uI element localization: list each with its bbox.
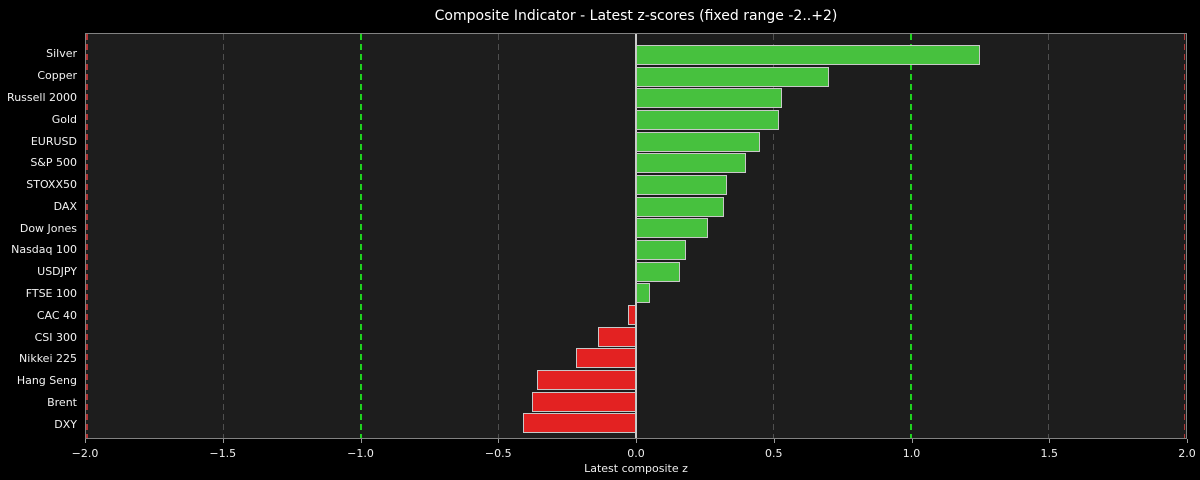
positive-bar	[636, 218, 708, 239]
bar-row	[86, 152, 1186, 174]
positive-bar	[636, 88, 782, 109]
x-tick-mark	[636, 439, 637, 443]
x-tick-label: −2.0	[71, 447, 99, 460]
y-tick-label: Dow Jones	[19, 221, 77, 235]
reference-line	[86, 34, 88, 438]
bar-row	[86, 174, 1186, 196]
bar-row	[86, 326, 1186, 348]
y-tick-label: Copper	[37, 69, 77, 83]
gridline	[498, 34, 499, 438]
x-tick-mark	[1049, 439, 1051, 443]
bar-row	[86, 412, 1186, 434]
x-tick-mark	[498, 439, 500, 443]
y-tick-label: Gold	[51, 112, 77, 126]
negative-bar	[531, 391, 636, 412]
y-tick-label: EURUSD	[30, 134, 77, 148]
y-tick-label: Nikkei 225	[19, 352, 77, 366]
gridline	[1048, 34, 1049, 438]
y-tick-label: Nasdaq 100	[11, 243, 77, 257]
x-tick-label: 2.0	[1178, 447, 1196, 460]
y-tick-label: S&P 500	[30, 156, 77, 170]
y-tick-label: CAC 40	[36, 308, 77, 322]
y-tick-label: FTSE 100	[25, 286, 77, 300]
bar-row	[86, 282, 1186, 304]
bar-row	[86, 347, 1186, 369]
bar-row	[86, 109, 1186, 131]
negative-bar	[597, 326, 636, 347]
y-tick-label: DXY	[54, 417, 77, 431]
y-tick-label: USDJPY	[37, 265, 77, 279]
positive-bar	[636, 283, 650, 304]
x-axis-title: Latest composite z	[584, 462, 688, 475]
y-axis-labels: Silver Copper Russell 2000 Gold EURUSD S&P 50…	[0, 43, 77, 435]
gridline	[223, 34, 224, 438]
y-tick-label: Silver	[46, 47, 77, 61]
bar-row	[86, 87, 1186, 109]
positive-bar	[636, 131, 760, 152]
bar-row	[86, 261, 1186, 283]
x-tick-mark	[1187, 439, 1188, 443]
negative-bar	[575, 348, 636, 369]
bar-row	[86, 131, 1186, 153]
x-tick-mark	[773, 439, 775, 443]
x-tick-mark	[222, 439, 224, 443]
positive-bar	[636, 174, 727, 195]
reference-line	[1183, 34, 1186, 438]
bars-layer	[86, 44, 1186, 434]
positive-bar	[636, 109, 779, 130]
x-tick-label: −0.5	[484, 447, 512, 460]
plot-area	[85, 33, 1187, 439]
reference-line	[360, 34, 362, 438]
y-tick-label: Hang Seng	[16, 374, 77, 388]
x-tick-mark	[85, 439, 86, 443]
negative-bar	[523, 413, 636, 434]
x-tick-mark	[360, 439, 362, 443]
x-tick-label: 1.5	[1040, 447, 1059, 460]
bar-row	[86, 239, 1186, 261]
bar-row	[86, 304, 1186, 326]
x-tick-label: 0.0	[627, 447, 645, 460]
positive-bar	[636, 196, 724, 217]
bar-row	[86, 391, 1186, 413]
y-tick-label: CSI 300	[34, 330, 77, 344]
x-tick-label: 0.5	[765, 447, 783, 460]
negative-bar	[627, 304, 636, 325]
x-tick-label: 1.0	[902, 447, 921, 460]
gridline	[773, 34, 774, 438]
y-tick-label: Brent	[47, 395, 77, 409]
negative-bar	[537, 369, 636, 390]
reference-line	[910, 34, 912, 438]
x-tick-label: −1.0	[347, 447, 374, 460]
bar-row	[86, 196, 1186, 218]
positive-bar	[636, 239, 686, 260]
bar-row	[86, 369, 1186, 391]
y-tick-label: Russell 2000	[7, 90, 77, 104]
positive-bar	[636, 261, 680, 282]
x-tick-label: −1.5	[209, 447, 237, 460]
chart-title: Composite Indicator - Latest z-scores (f…	[434, 8, 838, 24]
y-tick-label: DAX	[53, 199, 77, 213]
y-tick-label: STOXX50	[26, 178, 77, 192]
bar-row	[86, 66, 1186, 88]
bar-row	[86, 217, 1186, 239]
positive-bar	[636, 44, 980, 65]
positive-bar	[636, 153, 746, 174]
positive-bar	[636, 66, 829, 87]
bar-row	[86, 44, 1186, 66]
x-tick-mark	[911, 439, 913, 443]
